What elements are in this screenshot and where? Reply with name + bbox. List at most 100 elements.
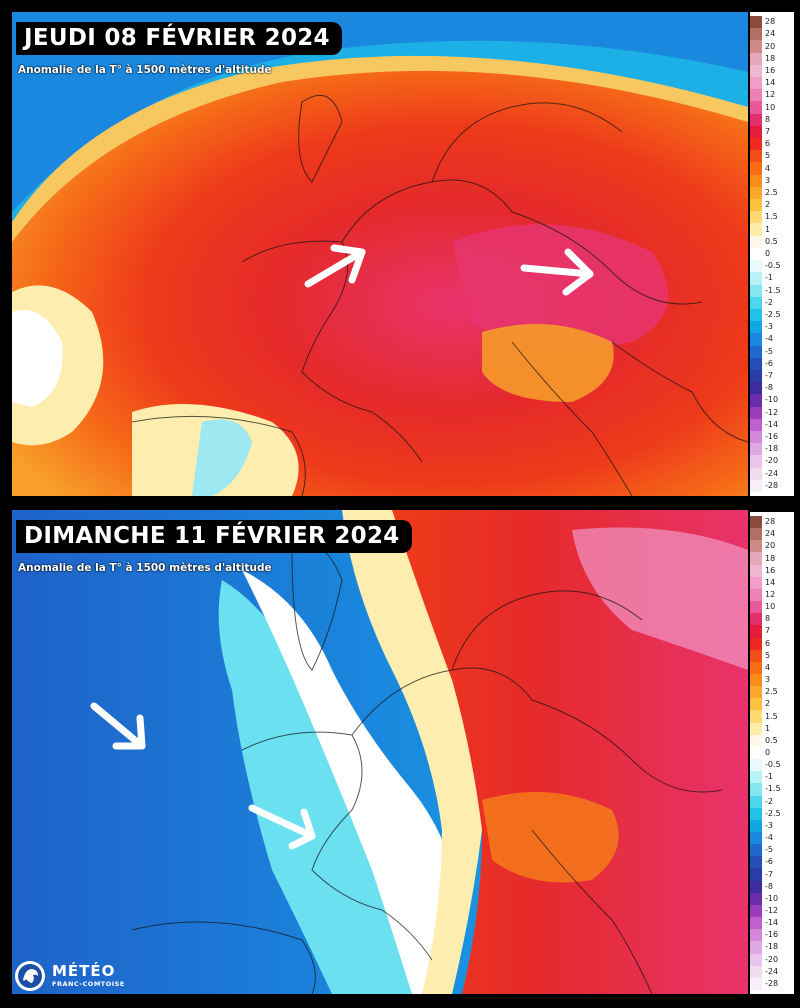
legend-entry: 16 — [750, 564, 794, 577]
legend-entry: -28 — [750, 977, 794, 990]
legend-label: 18 — [765, 553, 776, 563]
legend-swatch — [750, 892, 762, 905]
legend-entry: 7 — [750, 625, 794, 638]
legend-swatch — [750, 601, 762, 614]
legend-entry: -16 — [750, 929, 794, 942]
legend-label: -14 — [765, 419, 779, 429]
legend-swatch — [750, 272, 762, 285]
legend-entry: -7 — [750, 868, 794, 881]
legend-entry: 5 — [750, 649, 794, 662]
legend-swatch — [750, 223, 762, 236]
legend-swatch — [750, 174, 762, 187]
legend-entry: 6 — [750, 637, 794, 650]
legend-label: 0 — [765, 248, 771, 258]
legend-label: -12 — [765, 905, 779, 915]
legend-entry: 20 — [750, 40, 794, 53]
legend-label: -12 — [765, 407, 779, 417]
anomaly-map-bottom — [12, 510, 748, 994]
legend-label: -3 — [765, 322, 773, 332]
legend-swatch — [750, 101, 762, 114]
legend-label: -1 — [765, 772, 773, 782]
legend-swatch — [750, 162, 762, 175]
legend-swatch — [750, 771, 762, 784]
legend-entry: -8 — [750, 880, 794, 893]
panel-title-bottom: DIMANCHE 11 FÉVRIER 2024 — [16, 520, 412, 553]
legend-entry: 2 — [750, 199, 794, 212]
legend-entry: -1 — [750, 771, 794, 784]
legend-entry: -3 — [750, 321, 794, 334]
legend-label: 28 — [765, 517, 776, 527]
legend-label: -28 — [765, 480, 779, 490]
legend-swatch — [750, 674, 762, 687]
legend-swatch — [750, 746, 762, 760]
wind-arrow-top-1 — [304, 248, 366, 288]
legend-entry: 8 — [750, 613, 794, 626]
legend-label: 2.5 — [765, 187, 778, 197]
legend-entry: -12 — [750, 904, 794, 918]
legend-label: -8 — [765, 383, 773, 393]
legend-swatch — [750, 125, 762, 139]
legend-entry: -24 — [750, 467, 794, 480]
legend-entry: -14 — [750, 418, 794, 431]
legend-swatch — [750, 649, 762, 662]
legend-swatch — [750, 382, 762, 395]
legend-swatch — [750, 564, 762, 577]
legend-entry: -2.5 — [750, 807, 794, 820]
legend-label: -8 — [765, 881, 773, 891]
legend-label: 16 — [765, 65, 776, 75]
legend-label: 1.5 — [765, 212, 778, 222]
legend-swatch — [750, 321, 762, 334]
legend-label: 7 — [765, 126, 771, 136]
legend-label: -10 — [765, 893, 779, 903]
legend-label: 24 — [765, 29, 776, 39]
legend-entry: 8 — [750, 113, 794, 126]
legend-label: -5 — [765, 845, 773, 855]
legend-label: 8 — [765, 614, 771, 624]
legend-entry: -4 — [750, 832, 794, 845]
legend-label: -3 — [765, 820, 773, 830]
legend-swatch — [750, 516, 762, 529]
legend-swatch — [750, 406, 762, 419]
legend-label: -2 — [765, 297, 773, 307]
legend-swatch — [750, 576, 762, 589]
legend-label: -24 — [765, 468, 779, 478]
wind-arrow-bottom-1 — [90, 702, 146, 750]
legend-entry: -3 — [750, 819, 794, 832]
legend-label: 1 — [765, 224, 771, 234]
legend-label: 6 — [765, 638, 771, 648]
legend-swatch — [750, 52, 762, 65]
logo-tagline: FRANC-COMTOISE — [52, 980, 125, 989]
legend-swatch — [750, 77, 762, 90]
legend-label: -20 — [765, 954, 779, 964]
legend-label: -6 — [765, 358, 773, 368]
legend-entry: -6 — [750, 856, 794, 869]
legend-label: 10 — [765, 102, 776, 112]
legend-label: -1.5 — [765, 285, 781, 295]
legend-entry: -2.5 — [750, 308, 794, 322]
legend-entry: 24 — [750, 528, 794, 541]
legend-swatch — [750, 710, 762, 723]
legend-label: -0.5 — [765, 261, 781, 271]
legend-entry: 5 — [750, 150, 794, 163]
legend-label: 5 — [765, 151, 771, 161]
legend-swatch — [750, 260, 762, 273]
legend-entry: -28 — [750, 479, 794, 492]
legend-label: -1 — [765, 273, 773, 283]
legend-label: 18 — [765, 53, 776, 63]
legend-swatch — [750, 540, 762, 553]
legend-entry: 4 — [750, 661, 794, 674]
legend-swatch — [750, 235, 762, 248]
legend-entry: 14 — [750, 576, 794, 589]
legend-entry: 1.5 — [750, 211, 794, 224]
legend-label: 20 — [765, 541, 776, 551]
legend-label: 14 — [765, 577, 776, 587]
legend-entry: 28 — [750, 516, 794, 529]
legend-entry: -1 — [750, 272, 794, 285]
legend-label: -18 — [765, 444, 779, 454]
legend-entry: -8 — [750, 382, 794, 395]
legend-entry: -12 — [750, 406, 794, 419]
legend-swatch — [750, 150, 762, 163]
legend-label: -2 — [765, 796, 773, 806]
legend-swatch — [750, 308, 762, 322]
lion-emblem-icon — [15, 961, 45, 991]
